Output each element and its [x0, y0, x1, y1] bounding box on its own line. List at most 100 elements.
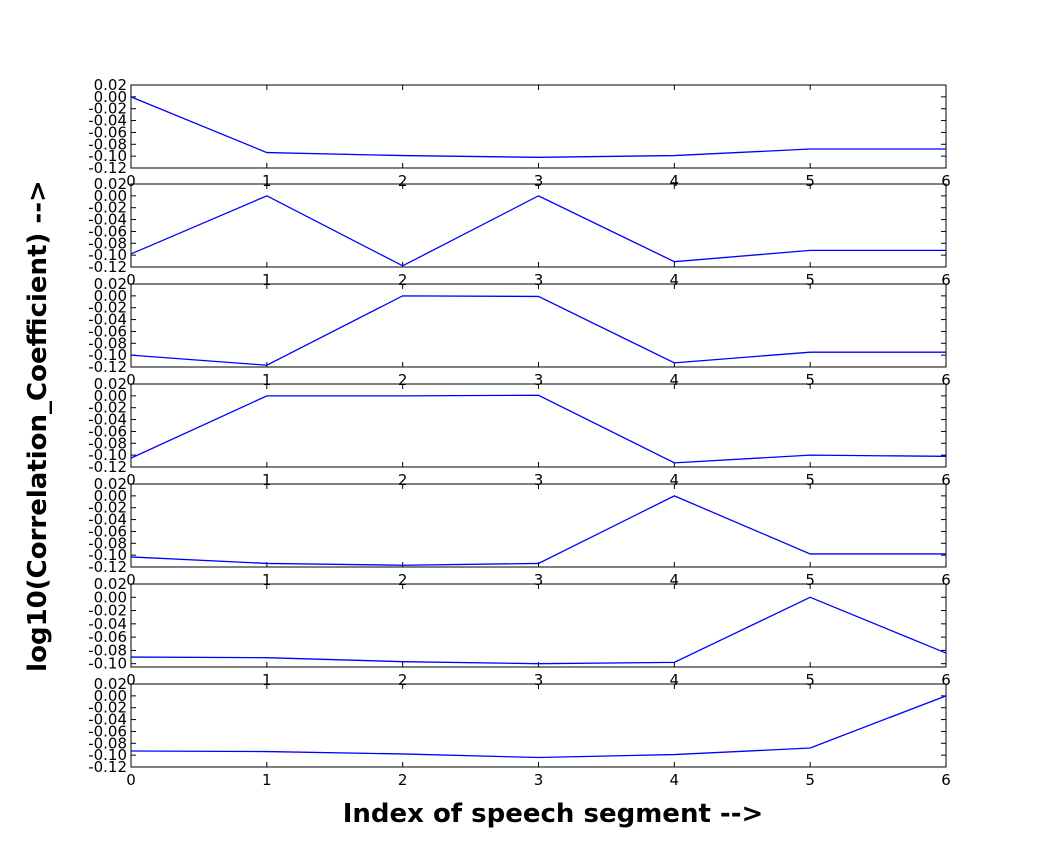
series-line	[130, 96, 946, 158]
y-tick-label: -0.08	[88, 641, 127, 659]
x-tick-label: 2	[398, 271, 408, 289]
subplot-5: 0.020.00-0.02-0.04-0.06-0.08-0.10-0.120 1…	[88, 475, 951, 589]
y-tick-label: -0.08	[88, 534, 127, 552]
y-tick-label: -0.04	[88, 112, 127, 130]
y-tick-label: -0.02	[88, 699, 127, 717]
y-tick-label: -0.04	[88, 211, 127, 229]
x-tick-label: 6	[941, 271, 951, 289]
y-tick-label: -0.06	[88, 123, 127, 141]
y-tick-label: -0.08	[88, 334, 127, 352]
plot-frame	[130, 583, 947, 668]
x-tick-label: 5	[805, 771, 815, 789]
y-tick-label: -0.12	[88, 758, 127, 776]
x-tick-label: 4	[670, 371, 680, 389]
y-tick-label: -0.08	[88, 434, 127, 452]
y-tick-label: -0.02	[88, 299, 127, 317]
y-tick-label: -0.06	[88, 322, 127, 340]
y-tick-label: -0.10	[88, 746, 127, 764]
subplot-4: 0.020.00-0.02-0.04-0.06-0.08-0.10-0.120 1…	[88, 375, 951, 489]
x-tick-label: 1	[262, 571, 272, 589]
subplot-2: 0.020.00-0.02-0.04-0.06-0.08-0.10-0.120 1…	[88, 175, 951, 289]
y-tick-label: -0.12	[88, 358, 127, 376]
y-tick-label: -0.12	[88, 159, 127, 177]
y-tick-label: 0.00	[94, 687, 127, 705]
x-tick-label: 0	[126, 471, 136, 489]
x-tick-label: 6	[941, 771, 951, 789]
x-tick-label: 0	[126, 271, 136, 289]
plot-frame	[130, 383, 947, 468]
y-tick-label: -0.02	[88, 399, 127, 417]
y-tick-label: -0.10	[88, 655, 127, 673]
plot-frame	[130, 683, 947, 768]
x-tick-label: 3	[534, 371, 544, 389]
series-line	[130, 495, 946, 566]
y-tick-label: -0.02	[88, 602, 127, 620]
x-tick-label: 0	[126, 771, 136, 789]
series-line	[130, 596, 947, 665]
y-tick-label: -0.02	[88, 199, 127, 217]
y-tick-label: -0.04	[88, 411, 127, 429]
x-tick-label: 4	[670, 271, 680, 289]
y-tick-label: -0.06	[88, 522, 127, 540]
x-tick-label: 2	[398, 471, 408, 489]
x-tick-label: 0	[126, 671, 136, 689]
x-tick-label: 1	[262, 371, 272, 389]
y-tick-label: -0.02	[88, 499, 127, 517]
x-tick-label: 3	[534, 471, 544, 489]
x-tick-label: 1	[262, 172, 272, 190]
y-tick-label: 0.00	[94, 287, 127, 305]
series-line	[130, 695, 947, 759]
y-tick-label: 0.02	[94, 675, 127, 693]
y-tick-label: -0.08	[88, 234, 127, 252]
x-axis-label: Index of speech segment -->	[343, 799, 764, 829]
y-tick-label: -0.12	[88, 458, 127, 476]
x-tick-label: 4	[670, 471, 680, 489]
y-tick-label: 0.02	[94, 475, 127, 493]
y-tick-label: -0.10	[88, 246, 127, 264]
subplot-3: 0.020.00-0.02-0.04-0.06-0.08-0.10-0.120 1…	[88, 275, 951, 389]
y-tick-label: -0.10	[88, 346, 127, 364]
x-tick-label: 4	[670, 771, 680, 789]
x-tick-label: 1	[262, 671, 272, 689]
x-tick-label: 3	[534, 172, 544, 190]
y-tick-label: -0.04	[88, 311, 127, 329]
x-tick-label: 3	[534, 271, 544, 289]
y-tick-label: 0.02	[94, 76, 127, 94]
y-tick-label: -0.10	[88, 546, 127, 564]
x-tick-label: 3	[534, 671, 544, 689]
y-tick-label: -0.08	[88, 734, 127, 752]
y-tick-label: -0.10	[88, 147, 127, 165]
y-tick-label: 0.00	[94, 487, 127, 505]
x-tick-label: 2	[398, 371, 408, 389]
x-tick-label: 3	[534, 571, 544, 589]
x-tick-label: 2	[398, 771, 408, 789]
subplot-7: 0.020.00-0.02-0.04-0.06-0.08-0.10-0.120 1…	[88, 675, 951, 789]
y-tick-label: -0.08	[88, 135, 127, 153]
y-tick-label: -0.10	[88, 446, 127, 464]
plot-frame	[130, 84, 947, 169]
x-tick-label: 5	[805, 471, 815, 489]
y-tick-label: -0.12	[88, 258, 127, 276]
y-tick-label: 0.00	[94, 187, 127, 205]
x-tick-label: 1	[262, 471, 272, 489]
y-tick-label: 0.00	[94, 588, 127, 606]
y-tick-label: 0.02	[94, 175, 127, 193]
x-tick-label: 5	[805, 172, 815, 190]
y-tick-label: 0.02	[94, 275, 127, 293]
x-tick-label: 4	[670, 571, 680, 589]
y-tick-label: -0.06	[88, 422, 127, 440]
subplot-1: 0.020.00-0.02-0.04-0.06-0.08-0.10-0.120 1…	[88, 76, 951, 190]
series-line	[130, 394, 947, 464]
y-tick-label: -0.04	[88, 615, 127, 633]
series-line	[130, 195, 946, 267]
y-axis-label: log10(Correlation_Coefficient) -->	[23, 180, 53, 672]
y-tick-label: 0.00	[94, 88, 127, 106]
x-tick-label: 2	[398, 571, 408, 589]
x-tick-label: 1	[262, 271, 272, 289]
y-tick-label: -0.02	[88, 100, 127, 118]
x-tick-label: 2	[398, 671, 408, 689]
x-tick-label: 4	[670, 671, 680, 689]
y-tick-label: -0.04	[88, 511, 127, 529]
y-tick-label: -0.06	[88, 222, 127, 240]
